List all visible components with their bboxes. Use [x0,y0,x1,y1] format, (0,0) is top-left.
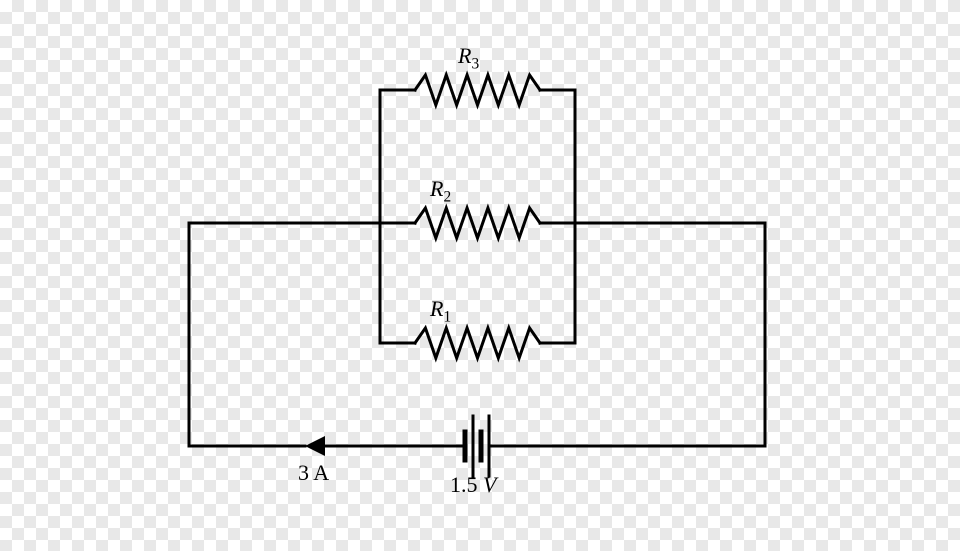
resistor-r1 [415,328,540,358]
label-r1: R1 [430,296,451,326]
current-arrow [305,436,325,456]
resistor-r2 [415,208,540,238]
resistor-r3 [415,75,540,105]
label-r2: R2 [430,176,451,206]
label-r3: R3 [458,43,479,73]
circuit-diagram [0,0,960,551]
label-current-arrow: 3 A [298,460,329,486]
label-battery-voltage: 1.5 V [450,472,496,498]
